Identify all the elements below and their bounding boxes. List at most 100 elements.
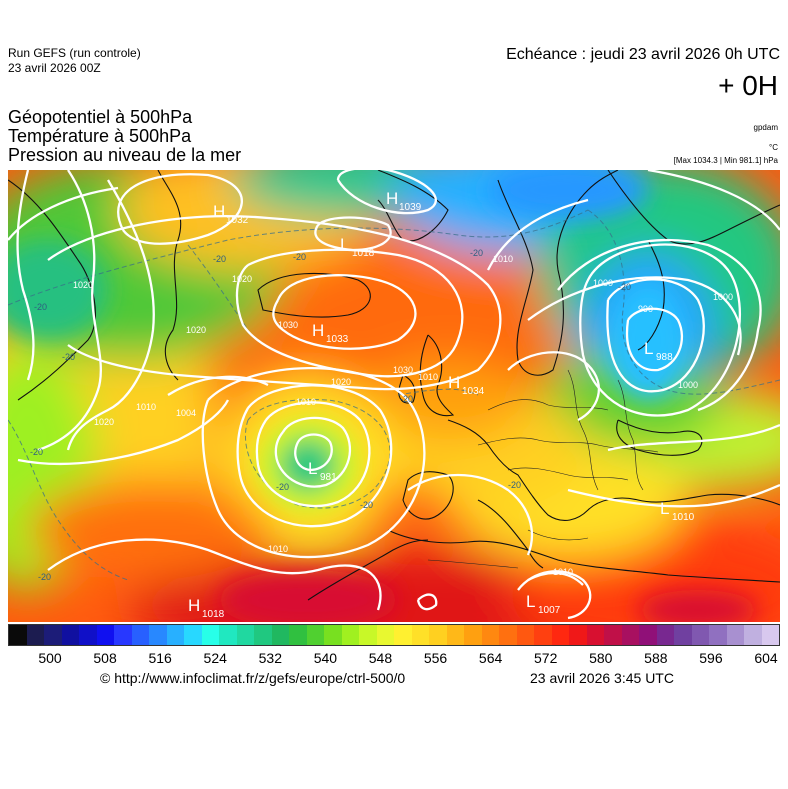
isobar-label: 1020 [73, 280, 93, 290]
isotherm-label: -20 [508, 480, 521, 490]
unit-temperature: °C [769, 143, 778, 152]
colorbar-swatch [254, 625, 272, 645]
svg-text:1039: 1039 [399, 202, 422, 213]
isobar-label: 1020 [232, 274, 252, 284]
svg-text:H: H [386, 189, 398, 208]
colorbar-swatch [131, 625, 149, 645]
isotherm-label: -20 [360, 500, 373, 510]
colorbar-swatch [61, 625, 79, 645]
isobar-label: 1030 [278, 320, 298, 330]
colorbar-tick-label: 556 [423, 650, 448, 666]
isotherm-label: -20 [213, 254, 226, 264]
colorbar-swatch [359, 625, 377, 645]
lead-time: + 0H [718, 70, 778, 101]
isobar-label: 1000 [593, 278, 613, 288]
colorbar-swatch [481, 625, 499, 645]
colorbar-tick-label: 524 [203, 650, 227, 666]
isobar-label: 1010 [268, 544, 288, 554]
svg-text:H: H [312, 321, 324, 340]
colorbar-swatch [324, 625, 342, 645]
isotherm-label: -20 [62, 352, 75, 362]
colorbar-swatch [289, 625, 307, 645]
svg-text:1032: 1032 [226, 215, 249, 226]
unit-mslp-range: [Max 1034.3 | Min 981.1] hPa [673, 156, 778, 165]
isotherm-label: -20 [470, 248, 483, 258]
colorbar-swatch [236, 625, 254, 645]
colorbar-swatch [201, 625, 219, 645]
svg-text:H: H [448, 373, 460, 392]
colorbar-swatch [79, 625, 97, 645]
pressure-center-low: L 1007 [526, 592, 561, 616]
colorbar-swatch [569, 625, 587, 645]
colorbar-swatch [516, 625, 534, 645]
colorbar-swatch [306, 625, 324, 645]
isobars [8, 170, 780, 620]
colorbar-swatch [149, 625, 167, 645]
colorbar-swatch [96, 625, 114, 645]
pressure-center-low: L 981 [308, 459, 337, 483]
colorbar-swatch [26, 625, 44, 645]
isobar-label: 1030 [393, 365, 413, 375]
param-geopotential: Géopotentiel à 500hPa [8, 107, 193, 127]
svg-text:L: L [308, 459, 317, 478]
colorbar-swatch [184, 625, 202, 645]
isobar-label: 1010 [296, 397, 316, 407]
colorbar-swatch [639, 625, 657, 645]
colorbar-swatch [341, 625, 359, 645]
isobar-label: 1020 [331, 377, 351, 387]
isobar-label: 1020 [186, 325, 206, 335]
colorbar-tick-label: 572 [534, 650, 558, 666]
run-date: 23 avril 2026 00Z [8, 61, 101, 75]
isobar-labels: 1020 1020 1030 1020 1010 1004 1020 1010 … [73, 254, 733, 577]
country-borders [427, 369, 659, 569]
svg-text:1018: 1018 [352, 248, 375, 259]
isobar-label: 1000 [713, 292, 733, 302]
isotherm-label: -20 [276, 482, 289, 492]
colorbar-swatch [691, 625, 709, 645]
colorbar-swatch [446, 625, 464, 645]
footer-source-url: © http://www.infoclimat.fr/z/gefs/europe… [100, 670, 406, 686]
colorbar-swatch [411, 625, 429, 645]
svg-text:1033: 1033 [326, 334, 349, 345]
colorbar-swatch [376, 625, 394, 645]
colorbar-swatch [604, 625, 622, 645]
isobar-label: 1004 [176, 408, 196, 418]
colorbar-ticks: 500 508 516 524 532 540 548 556 564 572 580 588 596 6… [8, 650, 780, 668]
isobar-label: 1010 [136, 402, 156, 412]
colorbar-swatch [586, 625, 604, 645]
svg-text:988: 988 [656, 352, 673, 363]
isobar-label: 1000 [678, 380, 698, 390]
svg-text:981: 981 [320, 472, 337, 483]
colorbar-swatch [726, 625, 744, 645]
colorbar-swatch [656, 625, 674, 645]
valid-time: Echéance : jeudi 23 avril 2026 0h UTC [506, 46, 780, 63]
svg-text:1007: 1007 [538, 605, 561, 616]
colorbar-swatch [464, 625, 482, 645]
unit-geopotential: gpdam [753, 123, 778, 132]
colorbar-swatch [219, 625, 237, 645]
svg-text:H: H [213, 202, 225, 221]
pressure-center-low: L 1010 [660, 499, 695, 523]
colorbar-swatch [621, 625, 639, 645]
colorbar-tick-label: 548 [368, 650, 393, 666]
isobar-label: 990 [638, 304, 653, 314]
pressure-center-high: H 1018 [188, 596, 225, 620]
colorbar-swatch [429, 625, 447, 645]
isotherm-label: -20 [400, 394, 413, 404]
pressure-center-high: H 1033 [312, 321, 349, 345]
svg-text:L: L [340, 235, 349, 254]
svg-text:1010: 1010 [672, 512, 695, 523]
pressure-center-low: L 1018 [340, 235, 375, 259]
colorbar-tick-label: 564 [478, 650, 503, 666]
svg-text:L: L [644, 339, 653, 358]
isotherm-label: -20 [30, 447, 43, 457]
isobar-label: 1010 [553, 567, 573, 577]
colorbar-tick-label: 508 [93, 650, 117, 666]
footer-generated-date: 23 avril 2026 3:45 UTC [530, 670, 674, 686]
weather-map: -20 -20 -20 -20 -20 -20 -20 -20 -20 -20 … [8, 170, 780, 622]
isotherm-label: -20 [618, 282, 631, 292]
colorbar-swatch [114, 625, 132, 645]
param-temperature: Température à 500hPa [8, 126, 192, 146]
pressure-center-high: H 1034 [448, 373, 485, 397]
colorbar-swatch [744, 625, 762, 645]
